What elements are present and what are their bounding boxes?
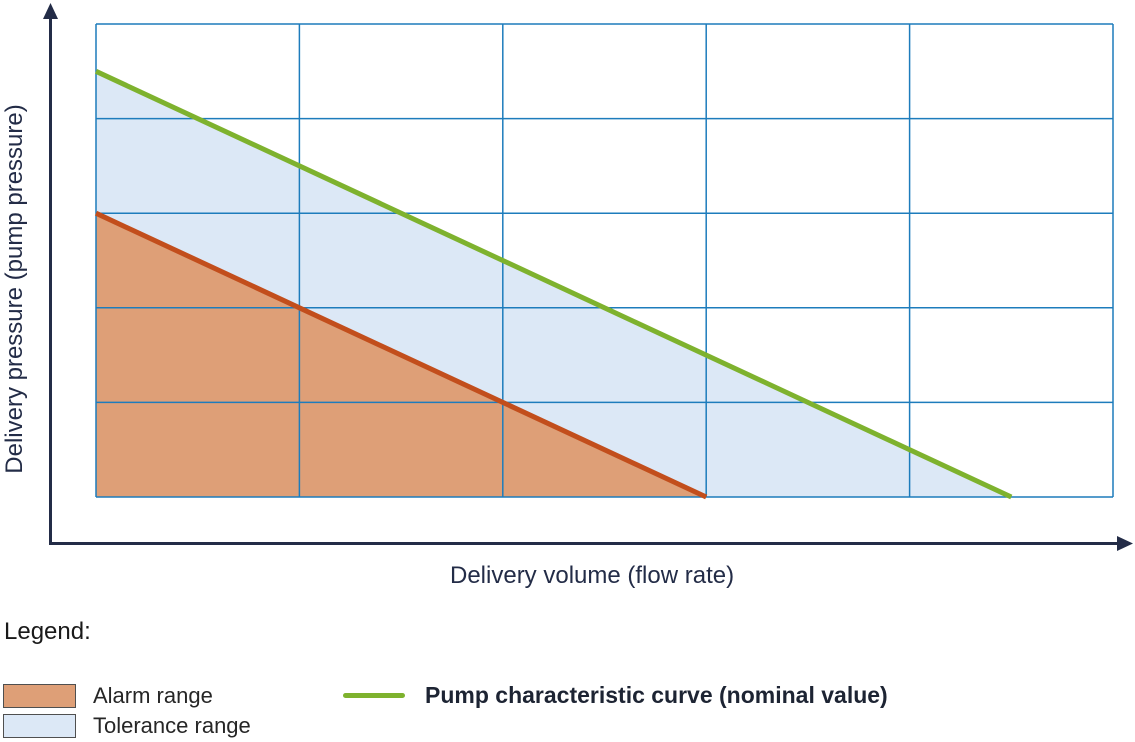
x-axis-arrow-icon bbox=[1117, 536, 1133, 551]
y-axis-arrow-icon bbox=[43, 3, 58, 19]
y-axis-label: Delivery pressure (pump pressure) bbox=[1, 104, 28, 474]
alarm-range-swatch bbox=[3, 683, 76, 708]
legend-item-nominal-curve: Pump characteristic curve (nominal value… bbox=[343, 682, 888, 708]
x-axis-label: Delivery volume (flow rate) bbox=[450, 562, 735, 589]
tolerance-range-swatch bbox=[3, 713, 76, 738]
chart-plot bbox=[43, 3, 1133, 551]
legend-item-tolerance-range: Tolerance range bbox=[3, 713, 251, 738]
alarm-boundary-line bbox=[94, 210, 708, 500]
nominal-curve-label: Pump characteristic curve (nominal value… bbox=[425, 682, 888, 708]
legend-item-alarm-range: Alarm range bbox=[3, 683, 213, 708]
nominal-curve-swatch bbox=[343, 693, 405, 698]
tolerance-range-label: Tolerance range bbox=[93, 712, 251, 738]
nominal-curve-line bbox=[94, 69, 1013, 500]
legend-title: Legend: bbox=[4, 618, 91, 645]
alarm-range-label: Alarm range bbox=[93, 682, 213, 708]
